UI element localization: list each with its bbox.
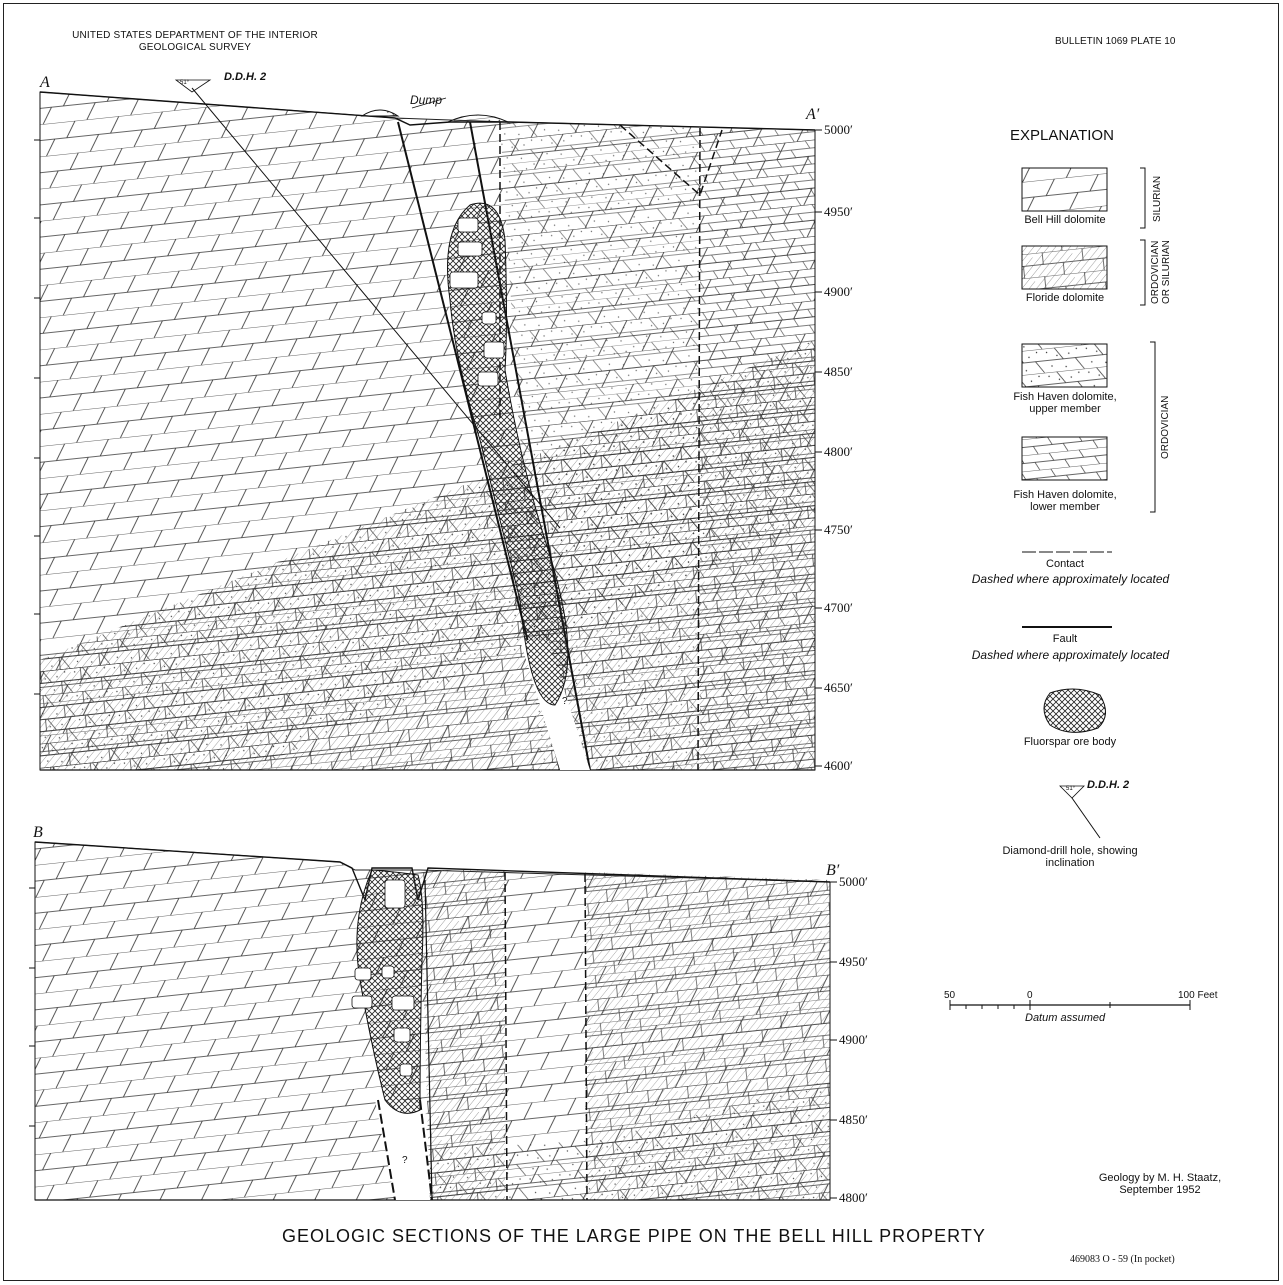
elevation-a-4800: 4800′	[824, 444, 853, 459]
credit-line1: Geology by M. H. Staatz,	[1098, 1172, 1222, 1184]
legend-fish-haven-upper-line2: upper member	[1029, 403, 1101, 415]
credit-line2: September 1952	[1119, 1184, 1201, 1196]
legend-fish-haven-lower: Fish Haven dolomite, lower member	[995, 489, 1135, 513]
legend-floride: Floride dolomite	[1025, 292, 1105, 304]
footer-code: 469083 O - 59 (In pocket)	[1070, 1254, 1175, 1265]
unknown-mark-a: ?	[562, 696, 568, 707]
elevation-a-4750: 4750′	[824, 522, 853, 537]
legend-fish-haven-upper-line1: Fish Haven dolomite,	[1013, 391, 1117, 403]
elevation-a-4700: 4700′	[824, 600, 853, 615]
age-ordovician: ORDOVICIAN	[1160, 395, 1171, 459]
legend-fish-haven-upper: Fish Haven dolomite, upper member	[995, 391, 1135, 415]
ore-label: Fluorspar ore body	[1023, 736, 1117, 748]
legend-bell-hill: Bell Hill dolomite	[1024, 214, 1106, 226]
ore-body-a	[447, 202, 569, 706]
elevation-b-5000: 5000′	[839, 874, 868, 889]
credit: Geology by M. H. Staatz, September 1952	[1085, 1172, 1235, 1196]
age-ordovician-or-silurian: ORDOVICIAN OR SILURIAN	[1150, 240, 1172, 304]
bulletin-label: BULLETIN 1069 PLATE 10	[1055, 36, 1176, 47]
section-a-drawing	[34, 79, 822, 771]
drill-legend-line1: Diamond-drill hole, showing	[1002, 845, 1138, 857]
section-a-right-label: A′	[806, 106, 820, 123]
elevation-a-4650: 4650′	[824, 680, 853, 695]
legend-symbols	[949, 167, 1191, 1010]
elevation-b-4800: 4800′	[839, 1190, 868, 1205]
fault-note: Dashed where approximately located	[971, 648, 1170, 662]
elevation-a-4850: 4850′	[824, 364, 853, 379]
scale-right: 100 Feet	[1178, 990, 1218, 1001]
agency-line1: UNITED STATES DEPARTMENT OF THE INTERIOR	[72, 30, 318, 41]
swatch-bell-hill	[1021, 167, 1108, 212]
age-silurian: SILURIAN	[1152, 175, 1163, 223]
explanation-title: EXPLANATION	[1010, 127, 1114, 144]
elevation-a-4900: 4900′	[824, 284, 853, 299]
scale-left: 50	[944, 990, 956, 1001]
fault-label: Fault	[1052, 633, 1078, 645]
swatch-fish-haven-lower	[1021, 436, 1108, 481]
drill-angle-a: 51°	[180, 80, 190, 86]
legend-fish-haven-lower-line1: Fish Haven dolomite,	[1013, 489, 1117, 501]
section-b-left-label: B	[33, 824, 43, 841]
swatch-fish-haven-upper	[1021, 343, 1108, 388]
section-b-right-label: B′	[826, 862, 840, 879]
drill-legend-text: Diamond-drill hole, showing inclination	[980, 845, 1160, 869]
elevation-b-4950: 4950′	[839, 954, 868, 969]
dump-label: Dump	[410, 93, 443, 107]
elevation-b-4850: 4850′	[839, 1112, 868, 1127]
agency-line2: GEOLOGICAL SURVEY	[138, 42, 252, 53]
section-a-left-label: A	[40, 74, 50, 91]
drill-legend-line2: inclination	[1045, 857, 1095, 869]
drill-symbol-label: D.D.H. 2	[1087, 779, 1130, 791]
contact-note: Dashed where approximately located	[971, 572, 1170, 586]
elevation-b-4900: 4900′	[839, 1032, 868, 1047]
plate-border	[3, 3, 1279, 1281]
ore-symbol	[1043, 688, 1106, 733]
contact-label: Contact	[1046, 558, 1084, 570]
elevation-a-4950: 4950′	[824, 204, 853, 219]
elevation-a-4600: 4600′	[824, 758, 853, 773]
section-b-drawing	[29, 841, 837, 1201]
plate-title: GEOLOGIC SECTIONS OF THE LARGE PIPE ON T…	[282, 1226, 986, 1246]
drill-angle-legend: 51°	[1066, 786, 1076, 792]
drill-hole-label-a: D.D.H. 2	[224, 71, 267, 83]
elevation-a-5000: 5000′	[824, 122, 853, 137]
scale-zero: 0	[1027, 990, 1033, 1001]
legend-fish-haven-lower-line2: lower member	[1030, 501, 1100, 513]
scale-datum: Datum assumed	[1025, 1012, 1106, 1024]
swatch-floride	[1021, 245, 1108, 290]
agency-heading: UNITED STATES DEPARTMENT OF THE INTERIOR…	[55, 30, 335, 54]
unknown-mark-b: ?	[402, 1155, 408, 1166]
